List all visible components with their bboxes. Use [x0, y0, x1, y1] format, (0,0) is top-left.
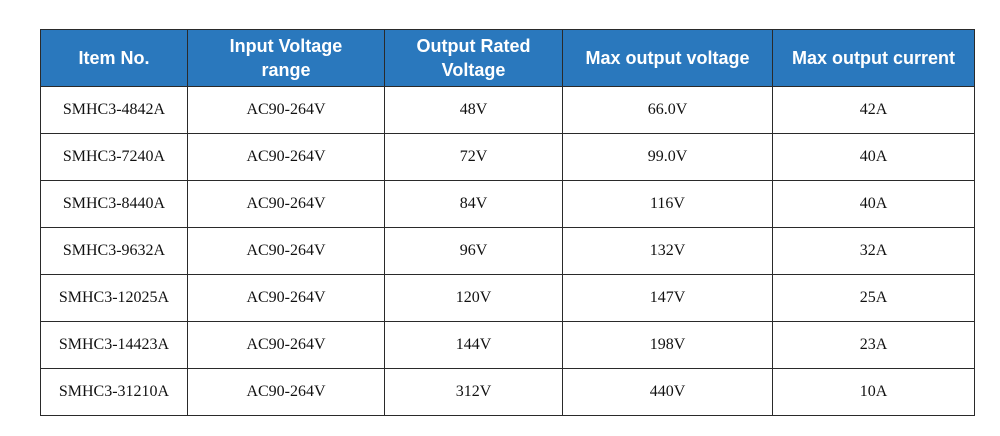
- cell-max-output-current: 23A: [772, 321, 975, 369]
- header-max-output-current: Max output current: [772, 29, 975, 87]
- header-output-rated-line-1: Output Rated: [416, 36, 531, 56]
- table-header: Item No. Input Voltage range Output Rate…: [40, 29, 975, 87]
- table-row: SMHC3-12025A AC90-264V 120V 147V 25A: [40, 274, 975, 322]
- spec-table-container: Item No. Input Voltage range Output Rate…: [40, 29, 975, 416]
- cell-max-output-voltage: 198V: [562, 321, 773, 369]
- cell-output-rated-voltage: 72V: [384, 133, 563, 181]
- cell-input-voltage: AC90-264V: [187, 274, 385, 322]
- cell-max-output-voltage: 147V: [562, 274, 773, 322]
- cell-input-voltage: AC90-264V: [187, 321, 385, 369]
- cell-max-output-voltage: 116V: [562, 180, 773, 228]
- cell-item-no: SMHC3-14423A: [40, 321, 188, 369]
- table-row: SMHC3-4842A AC90-264V 48V 66.0V 42A: [40, 86, 975, 134]
- header-max-output-voltage: Max output voltage: [562, 29, 773, 87]
- cell-item-no: SMHC3-12025A: [40, 274, 188, 322]
- header-output-rated-line-2: Voltage: [441, 60, 506, 80]
- table-row: SMHC3-7240A AC90-264V 72V 99.0V 40A: [40, 133, 975, 181]
- table-row: SMHC3-31210A AC90-264V 312V 440V 10A: [40, 368, 975, 416]
- cell-item-no: SMHC3-8440A: [40, 180, 188, 228]
- header-input-voltage-range: Input Voltage range: [187, 29, 385, 87]
- cell-max-output-voltage: 132V: [562, 227, 773, 275]
- spec-table: Item No. Input Voltage range Output Rate…: [40, 29, 975, 416]
- cell-item-no: SMHC3-31210A: [40, 368, 188, 416]
- header-input-voltage-line-2: range: [261, 60, 311, 80]
- cell-max-output-current: 40A: [772, 180, 975, 228]
- header-row: Item No. Input Voltage range Output Rate…: [40, 29, 975, 87]
- cell-max-output-current: 32A: [772, 227, 975, 275]
- cell-input-voltage: AC90-264V: [187, 86, 385, 134]
- cell-input-voltage: AC90-264V: [187, 133, 385, 181]
- cell-max-output-voltage: 99.0V: [562, 133, 773, 181]
- header-item-no-line-1: Item No.: [78, 48, 150, 68]
- header-item-no: Item No.: [40, 29, 188, 87]
- table-row: SMHC3-9632A AC90-264V 96V 132V 32A: [40, 227, 975, 275]
- cell-max-output-current: 10A: [772, 368, 975, 416]
- header-output-rated-voltage: Output Rated Voltage: [384, 29, 563, 87]
- cell-max-output-current: 25A: [772, 274, 975, 322]
- cell-output-rated-voltage: 120V: [384, 274, 563, 322]
- cell-max-output-current: 40A: [772, 133, 975, 181]
- header-max-output-current-line-1: Max output current: [791, 48, 955, 68]
- cell-output-rated-voltage: 96V: [384, 227, 563, 275]
- cell-input-voltage: AC90-264V: [187, 227, 385, 275]
- table-row: SMHC3-8440A AC90-264V 84V 116V 40A: [40, 180, 975, 228]
- header-max-output-voltage-line-1: Max output voltage: [585, 48, 750, 68]
- cell-output-rated-voltage: 144V: [384, 321, 563, 369]
- cell-max-output-voltage: 66.0V: [562, 86, 773, 134]
- table-body: SMHC3-4842A AC90-264V 48V 66.0V 42A SMHC…: [40, 86, 975, 416]
- cell-input-voltage: AC90-264V: [187, 368, 385, 416]
- cell-output-rated-voltage: 48V: [384, 86, 563, 134]
- cell-output-rated-voltage: 312V: [384, 368, 563, 416]
- cell-max-output-voltage: 440V: [562, 368, 773, 416]
- table-row: SMHC3-14423A AC90-264V 144V 198V 23A: [40, 321, 975, 369]
- cell-max-output-current: 42A: [772, 86, 975, 134]
- header-input-voltage-line-1: Input Voltage: [229, 36, 343, 56]
- cell-item-no: SMHC3-4842A: [40, 86, 188, 134]
- cell-item-no: SMHC3-7240A: [40, 133, 188, 181]
- cell-input-voltage: AC90-264V: [187, 180, 385, 228]
- cell-item-no: SMHC3-9632A: [40, 227, 188, 275]
- cell-output-rated-voltage: 84V: [384, 180, 563, 228]
